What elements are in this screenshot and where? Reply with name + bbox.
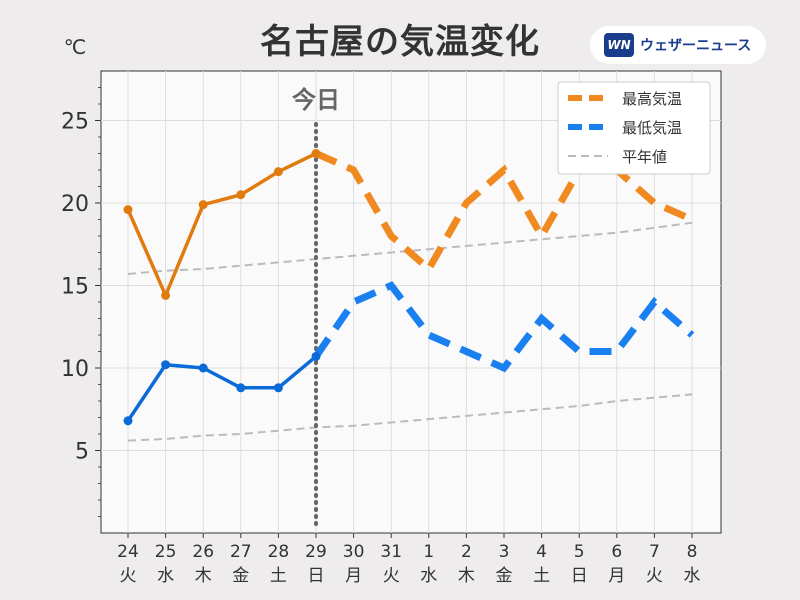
series-low-point <box>273 383 283 393</box>
x-axis: 24 火 25 水 26 木 27 金 28 土 29 日 30 月 31 火 1 水 2 木 3 金 4 土 5 日 6 月 7 火 8 水 <box>117 533 701 586</box>
x-weekday-label: 土 <box>270 566 287 586</box>
brand-badge: WN ウェザーニュース <box>590 26 766 64</box>
series-high-point <box>311 149 321 158</box>
today-label: 今日 <box>292 86 340 114</box>
x-date-label: 6 <box>611 542 622 562</box>
chart-title: 名古屋の気温変化 <box>260 22 540 62</box>
x-weekday-label: 木 <box>458 566 475 586</box>
y-tick-label: 20 <box>61 192 89 217</box>
series-high-point <box>161 290 171 300</box>
series-low-point <box>161 360 171 370</box>
normal-lines <box>127 221 693 442</box>
x-weekday-label: 水 <box>420 566 437 586</box>
x-weekday-label: 火 <box>646 566 663 586</box>
x-weekday-label: 金 <box>232 566 249 586</box>
x-date-label: 2 <box>461 542 472 562</box>
series-high-point <box>198 200 208 210</box>
y-tick-label: 15 <box>61 275 89 300</box>
y-tick-label: 5 <box>75 440 89 465</box>
x-date-label: 4 <box>536 542 547 562</box>
x-weekday-label: 日 <box>308 566 325 586</box>
x-date-label: 30 <box>343 542 365 562</box>
series-high-point <box>123 205 133 215</box>
x-date-label: 24 <box>117 542 139 562</box>
series-high-point <box>236 190 246 200</box>
x-date-label: 8 <box>687 542 698 562</box>
x-weekday-label: 水 <box>684 566 701 586</box>
y-tick-label: 10 <box>61 357 89 382</box>
x-weekday-label: 水 <box>157 566 174 586</box>
weathernews-logo-icon: WN <box>604 33 634 57</box>
y-axis-unit: ℃ <box>64 35 86 59</box>
x-weekday-label: 日 <box>571 566 588 586</box>
y-tick-label: 25 <box>61 110 89 135</box>
brand-name: ウェザーニュース <box>640 38 752 54</box>
series-lines <box>123 149 695 426</box>
x-date-label: 28 <box>268 542 290 562</box>
series-high-point <box>273 167 283 177</box>
legend-box <box>557 81 711 175</box>
x-date-label: 7 <box>649 542 660 562</box>
series-high-forecast-line <box>314 150 694 275</box>
normal-line-high <box>127 221 693 275</box>
x-date-label: 1 <box>423 542 434 562</box>
normal-line-low <box>127 393 693 442</box>
x-date-label: 3 <box>499 542 510 562</box>
series-low-point <box>311 351 321 361</box>
x-weekday-label: 月 <box>608 566 625 586</box>
x-weekday-label: 土 <box>533 566 550 586</box>
x-date-label: 5 <box>574 542 585 562</box>
x-date-label: 25 <box>155 542 177 562</box>
x-date-label: 31 <box>380 542 402 562</box>
series-low-point <box>123 416 133 426</box>
legend-label-high: 最高気温 <box>622 90 682 108</box>
x-date-label: 27 <box>230 542 252 562</box>
series-low-forecast-line <box>313 281 695 373</box>
x-weekday-label: 火 <box>120 566 137 586</box>
series-low-observed-line <box>126 355 318 422</box>
series-high-observed-line <box>126 151 317 298</box>
series-low-point <box>236 383 246 393</box>
x-weekday-label: 金 <box>496 566 513 586</box>
y-axis: 5 10 15 20 25 <box>61 87 101 517</box>
x-date-label: 26 <box>192 542 214 562</box>
x-weekday-label: 月 <box>345 566 362 586</box>
x-weekday-label: 火 <box>383 566 400 586</box>
legend-label-low: 最低気温 <box>622 119 682 137</box>
legend-label-normal: 平年値 <box>622 148 667 166</box>
x-date-label: 29 <box>305 542 327 562</box>
x-weekday-label: 木 <box>195 566 212 586</box>
series-low-point <box>198 363 208 373</box>
